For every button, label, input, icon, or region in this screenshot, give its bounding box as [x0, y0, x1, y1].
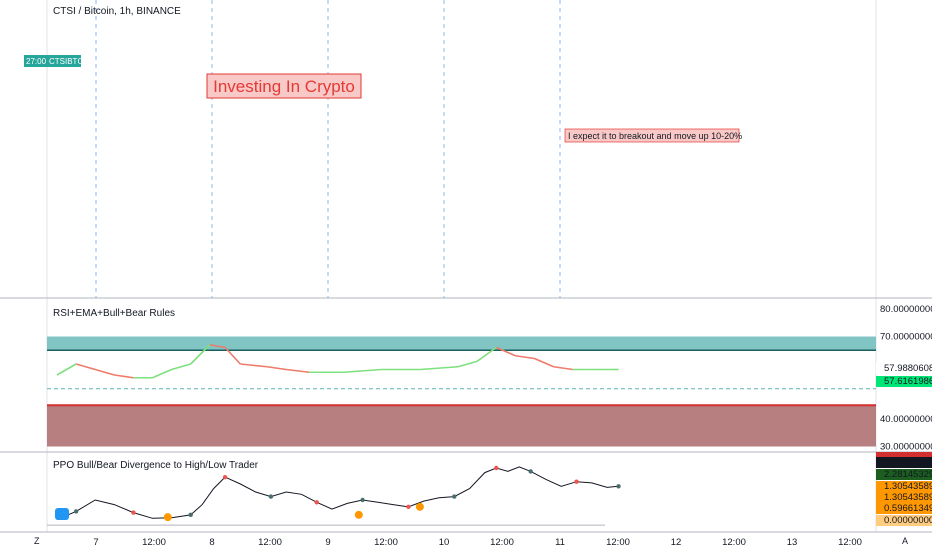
- ppo-divergence-marker: [163, 513, 172, 522]
- rsi-line-segment: [553, 365, 573, 371]
- rsi-line-segment: [224, 346, 241, 365]
- rsi-tick-label: 80.00000000: [880, 304, 932, 315]
- time-tick-label: 12:00: [722, 537, 746, 548]
- session-separators: [95, 0, 561, 298]
- rsi-line-segment: [190, 344, 211, 365]
- time-tick-label: 12:00: [606, 537, 630, 548]
- rsi-tick-label: 40.00000000: [880, 414, 932, 425]
- ppo-pivot-dot: [528, 469, 533, 474]
- ppo-pivot-dot: [452, 494, 457, 499]
- auto-scale-button[interactable]: A: [902, 536, 908, 546]
- rsi-line-segment: [457, 360, 478, 368]
- rsi-line-segment: [152, 368, 172, 379]
- rsi-pane-title: RSI+EMA+Bull+Bear Rules: [53, 308, 175, 319]
- ppo-value-tag: [876, 457, 932, 468]
- rsi-tick-label: 70.00000000: [880, 332, 932, 343]
- tag-time: 27:00: [26, 57, 47, 66]
- time-tick-label: 12:00: [838, 537, 862, 548]
- time-axis[interactable]: 7 12:00 8 12:00 9 12:00 10 12:00 11 12:00 12 12:00 1…: [93, 537, 862, 548]
- rsi-line-segment: [495, 346, 516, 357]
- rsi-line-segment: [240, 363, 268, 368]
- note-box[interactable]: [564, 128, 740, 143]
- ppo-pivot-dot: [616, 484, 621, 489]
- symbol-title: CTSI / Bitcoin, 1h, BINANCE: [53, 6, 181, 17]
- ppo-pivot-dot: [314, 500, 319, 505]
- ppo-value-tag: [876, 481, 932, 492]
- ppo-value-tag: [876, 503, 932, 514]
- time-tick-label: 12: [671, 537, 682, 548]
- symbol-tag-background: [47, 55, 81, 67]
- ppo-value-label: 0.59661349: [884, 503, 932, 514]
- rsi-line-segment: [419, 365, 459, 371]
- tradingview-logo-icon[interactable]: [55, 508, 69, 520]
- banner-box[interactable]: [206, 73, 362, 99]
- rsi-line-segment: [476, 346, 497, 362]
- rsi-value-tag: [876, 376, 932, 387]
- ppo-pane: 2.433781982.281453291.305435891.30543589…: [47, 452, 932, 526]
- ppo-pivot-dot: [406, 504, 411, 510]
- ppo-value-label: 0.00000000: [884, 515, 932, 526]
- rsi-line-segment: [56, 363, 77, 376]
- rsi-line-segment: [114, 374, 134, 379]
- rsi-value-tag: [876, 363, 932, 374]
- rsi-upper-band: [47, 336, 876, 351]
- ppo-value-label: 2.28145329: [884, 469, 932, 480]
- ppo-pivot-dot: [574, 479, 579, 484]
- time-tick-label: 12:00: [490, 537, 514, 548]
- time-tick-label: 8: [209, 537, 214, 548]
- time-tick-label: 9: [325, 537, 330, 548]
- rsi-line-segment: [534, 357, 554, 368]
- time-tick-label: 12:00: [258, 537, 282, 548]
- ppo-value-tag: [876, 469, 932, 480]
- rsi-line-segment: [209, 343, 226, 349]
- rsi-lower-band: [47, 405, 876, 447]
- time-tick-label: 12:00: [374, 537, 398, 548]
- time-tick-label: 10: [439, 537, 450, 548]
- rsi-pane: 80.00000000 70.00000000 40.00000000 30.0000…: [47, 304, 932, 453]
- rsi-tick-label: 30.00000000: [880, 442, 932, 453]
- banner-text: Investing In Crypto: [213, 77, 355, 96]
- ppo-pane-title: PPO Bull/Bear Divergence to High/Low Tra…: [53, 460, 259, 471]
- ppo-top-tag: [876, 452, 932, 458]
- ppo-pivot-dot: [73, 509, 79, 514]
- time-tick-label: 7: [93, 537, 98, 548]
- rsi-value-label: 57.98806084: [884, 363, 932, 374]
- rsi-line-segment: [266, 365, 287, 371]
- ppo-pivot-dot: [222, 474, 228, 480]
- ppo-value-label: 2.43378198: [884, 457, 932, 468]
- symbol-tag: CTSIBTC: [49, 57, 83, 66]
- rsi-line-segment: [515, 354, 535, 360]
- rsi-line-segment: [94, 368, 115, 376]
- scale-z-button[interactable]: Z: [34, 536, 40, 546]
- ppo-pivot-dot: [268, 494, 274, 499]
- rsi-line-segment: [286, 368, 310, 374]
- rsi-line-segment: [171, 363, 191, 371]
- time-tick-label: 11: [555, 537, 565, 548]
- time-tick-label: 13: [787, 537, 798, 548]
- ppo-pivot-dot: [360, 497, 365, 503]
- rsi-value-label: 57.61619861: [884, 376, 932, 387]
- ppo-divergence-marker: [415, 502, 424, 511]
- ppo-value-label: 1.30543589: [884, 492, 932, 503]
- tag-time-background: [24, 55, 47, 67]
- rsi-line-segment: [343, 368, 382, 374]
- time-tick-label: 12:00: [142, 537, 166, 548]
- ppo-pivot-dot: [131, 510, 136, 515]
- ppo-value-label: 1.30543589: [884, 481, 932, 492]
- ppo-divergence-marker: [354, 510, 363, 519]
- rsi-line-segment: [75, 363, 96, 371]
- note-text: I expect it to breakout and move up 10-2…: [568, 131, 742, 141]
- ppo-value-tag: [876, 492, 932, 503]
- ppo-value-tag: [876, 515, 932, 526]
- ppo-pivot-dot: [494, 465, 499, 471]
- ppo-pivot-dot: [188, 512, 193, 518]
